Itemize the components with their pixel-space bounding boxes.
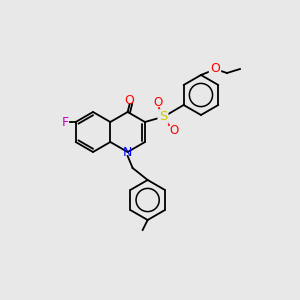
Text: S: S <box>159 110 167 124</box>
Text: F: F <box>62 116 69 128</box>
Text: O: O <box>169 124 178 136</box>
Text: O: O <box>210 62 220 76</box>
Text: O: O <box>153 97 163 110</box>
Text: O: O <box>125 94 135 106</box>
Text: N: N <box>123 146 132 158</box>
